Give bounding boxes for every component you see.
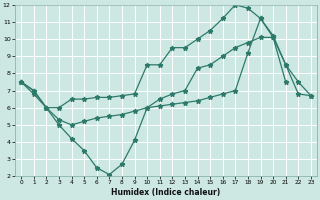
X-axis label: Humidex (Indice chaleur): Humidex (Indice chaleur) bbox=[111, 188, 221, 197]
